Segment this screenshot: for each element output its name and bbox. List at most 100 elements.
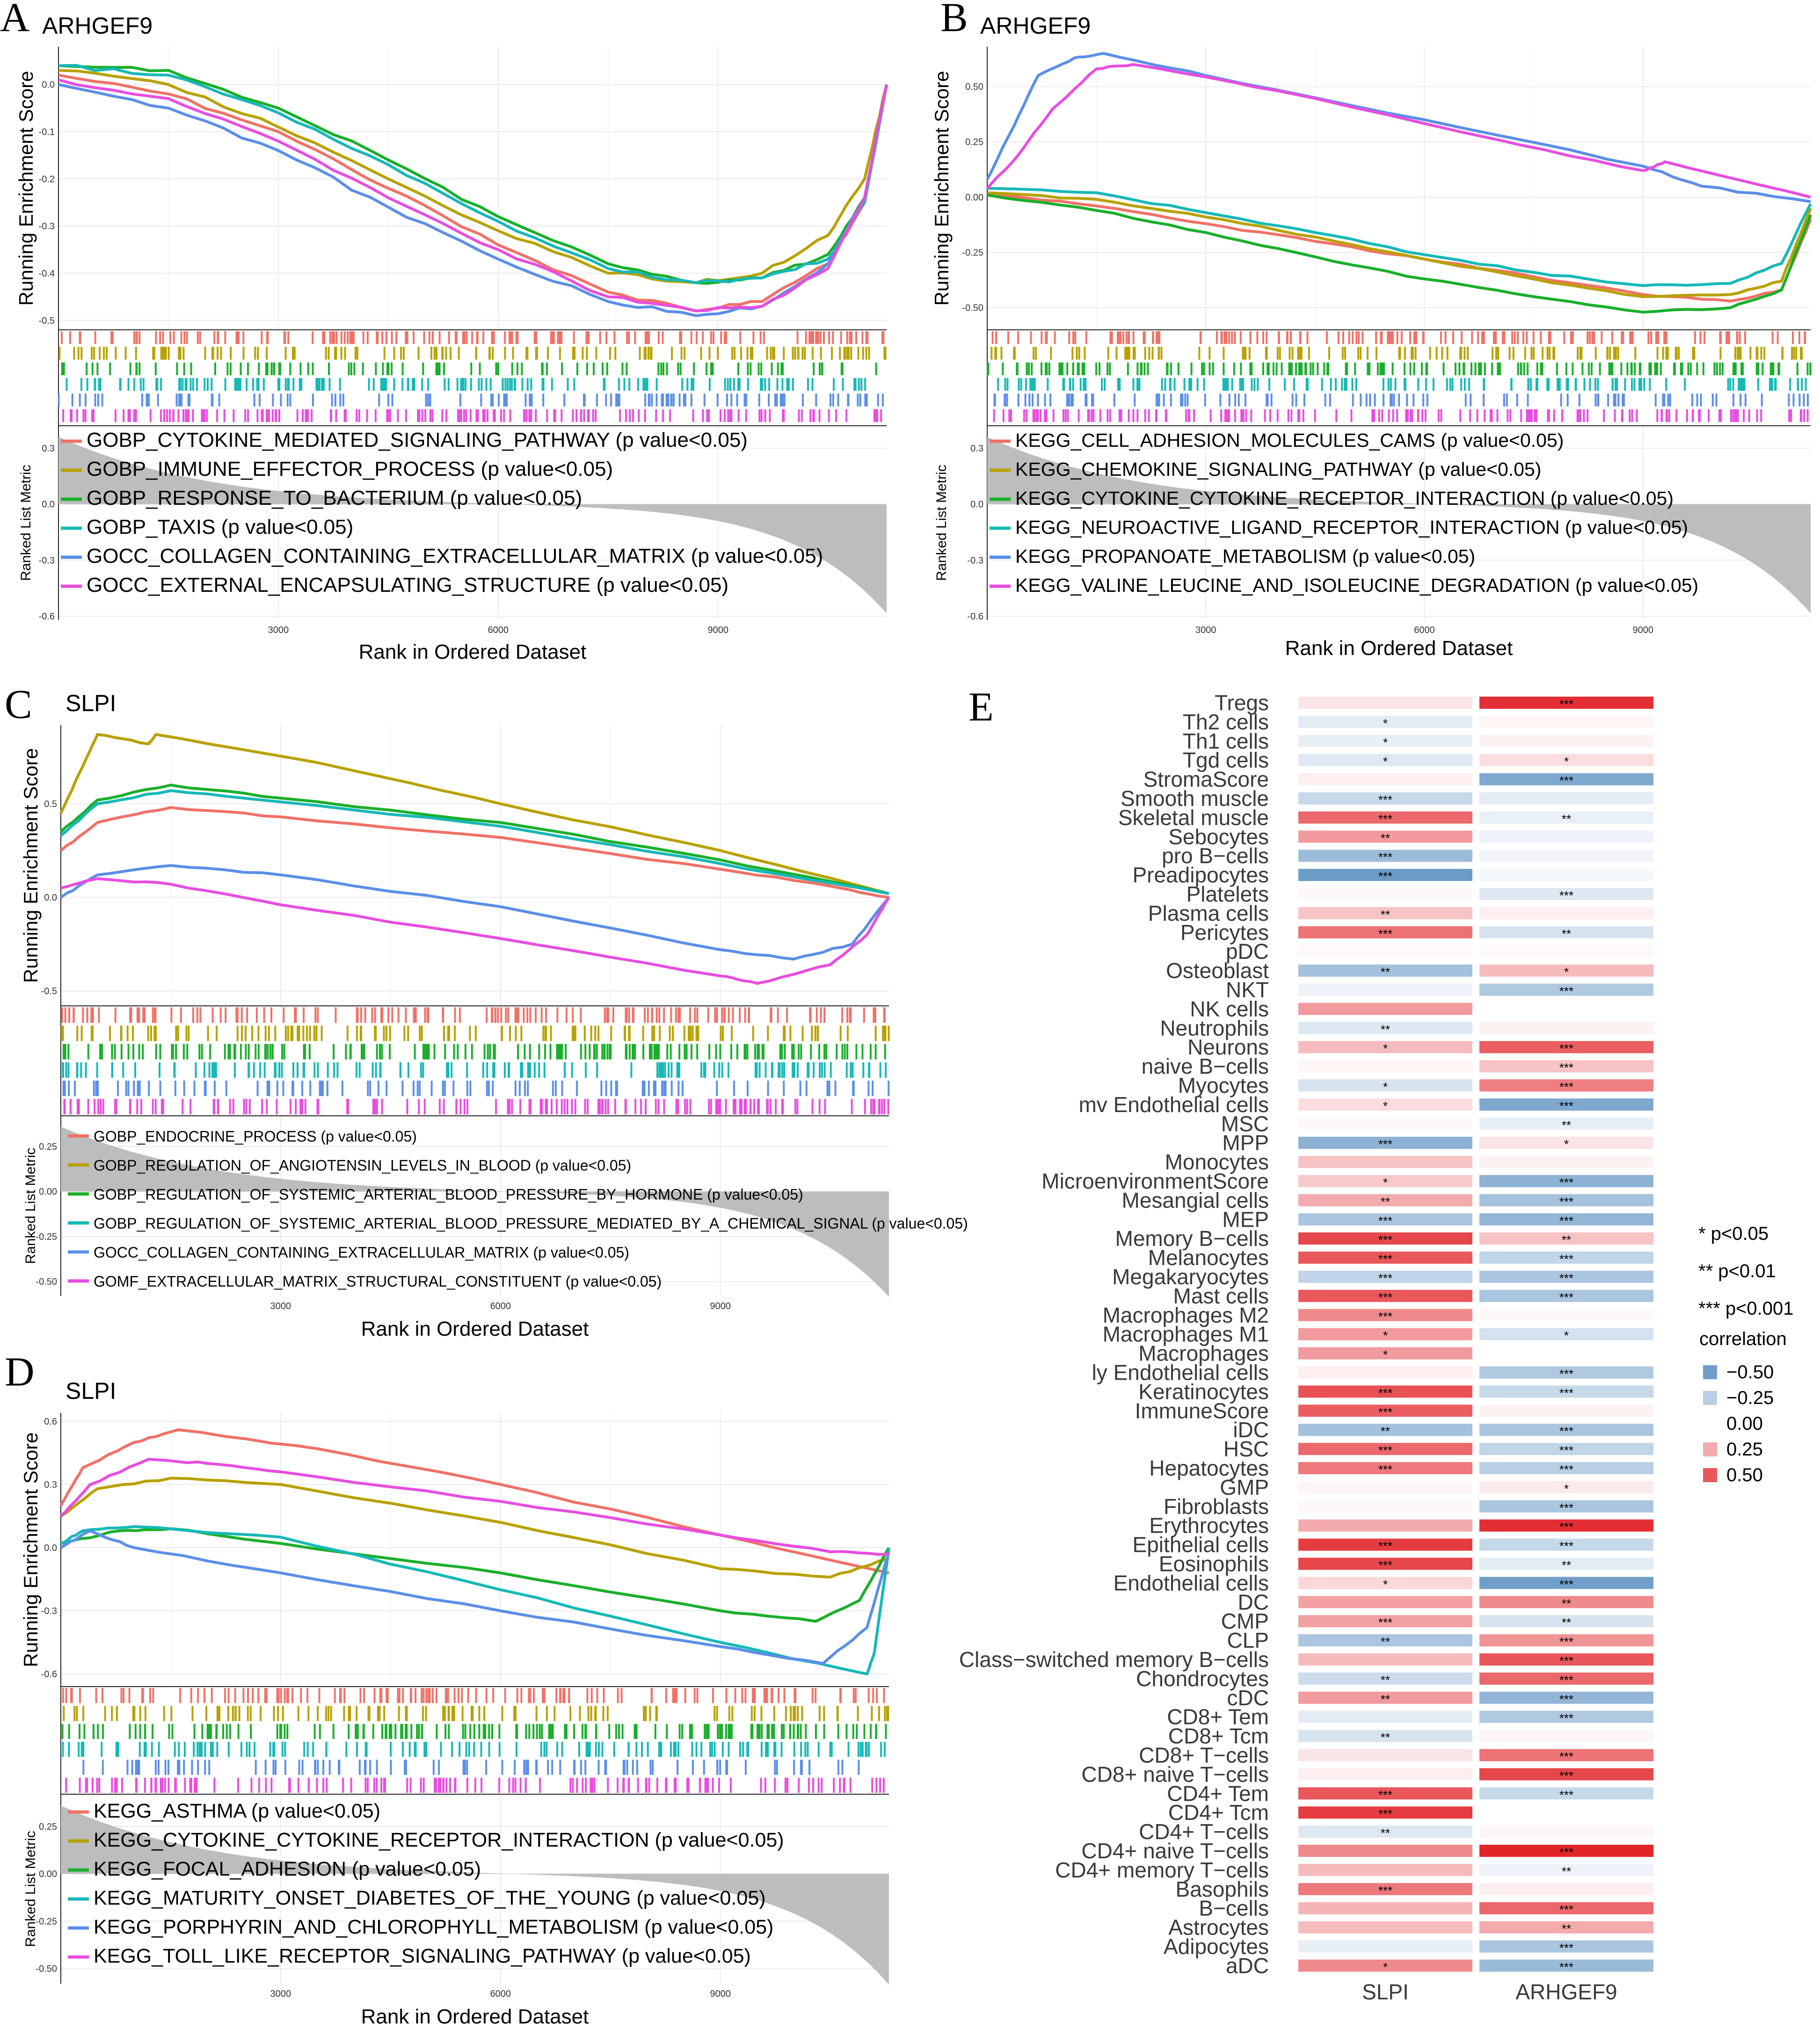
es-curve-5 xyxy=(58,78,888,313)
hit-ticks-5 xyxy=(62,409,882,422)
heatmap-cell xyxy=(1298,1710,1472,1723)
heatmap-row: Fibroblasts *** xyxy=(1164,1494,1653,1519)
heatmap-row: Platelets *** xyxy=(1187,882,1653,906)
heatmap-row: Endothelial cells * *** xyxy=(1114,1571,1653,1595)
significance-mark: * xyxy=(1383,716,1388,730)
heatmap-cell xyxy=(1479,1557,1653,1570)
heatmap-row: Keratinocytes *** *** xyxy=(1138,1379,1653,1404)
significance-mark: ** xyxy=(1562,812,1571,826)
heatmap-row: cDC ** *** xyxy=(1227,1686,1653,1710)
heatmap-row: Skeletal muscle *** ** xyxy=(1118,805,1653,829)
significance-mark: *** xyxy=(1559,1252,1573,1266)
heatmap-cell xyxy=(1479,850,1653,862)
row-label: iDC xyxy=(1233,1418,1269,1442)
heatmap-cell xyxy=(1479,1826,1653,1838)
hit-ticks-3 xyxy=(62,1062,887,1078)
significance-mark: *** xyxy=(1378,1214,1392,1228)
heatmap-row: HSC *** *** xyxy=(1223,1437,1653,1461)
heatmap-row: Epithelial cells *** *** xyxy=(1133,1533,1653,1557)
row-label: Tregs xyxy=(1215,691,1269,715)
heatmap-cell xyxy=(1298,907,1472,919)
significance-mark: *** xyxy=(1378,1615,1392,1630)
heatmap-row: Adipocytes *** xyxy=(1164,1935,1653,1959)
significance-mark: *** xyxy=(1559,1692,1573,1706)
heatmap-cell xyxy=(1298,1519,1472,1532)
hit-ticks-2 xyxy=(987,362,1812,375)
correlation-legend-label-0: −0.50 xyxy=(1726,1362,1774,1382)
heatmap-cell xyxy=(1298,830,1472,843)
heatmap-row: Macrophages M1 * * xyxy=(1103,1322,1653,1346)
heatmap-cell xyxy=(1479,983,1653,996)
heatmap-cell xyxy=(1479,888,1653,900)
heatmap-row: B−cells *** xyxy=(1199,1896,1653,1921)
heatmap-cell xyxy=(1479,1691,1653,1704)
es-curve-3 xyxy=(987,187,1812,287)
hit-ticks xyxy=(61,1688,889,1793)
x-tick-label-1: 6000 xyxy=(1414,625,1435,635)
heatmap-row: DC ** xyxy=(1238,1590,1653,1614)
heatmap-cell xyxy=(1298,1328,1472,1340)
es-tick-label-1: 0.0 xyxy=(44,893,57,903)
es-curve-5 xyxy=(60,877,890,985)
x-tick-label-1: 6000 xyxy=(490,1301,511,1311)
heatmap-row: ly Endothelial cells *** xyxy=(1092,1361,1653,1385)
hit-ticks-0 xyxy=(991,331,1806,344)
row-label: GMP xyxy=(1220,1475,1269,1499)
heatmap-row: Mesangial cells ** *** xyxy=(1122,1188,1653,1212)
significance-mark: *** xyxy=(1378,1290,1392,1304)
heatmap-row: Erythrocytes *** xyxy=(1149,1513,1653,1538)
hit-ticks-4 xyxy=(993,393,1809,407)
es-curve-4 xyxy=(58,83,888,317)
es-gridlines xyxy=(61,725,889,1006)
significance-mark: *** xyxy=(1378,1271,1392,1285)
heatmap-cell xyxy=(1479,1538,1653,1551)
es-curve-1 xyxy=(987,191,1812,298)
es-curve-4 xyxy=(60,864,890,960)
heatmap-cell xyxy=(1479,735,1653,747)
x-tick-label-2: 9000 xyxy=(710,1301,731,1311)
es-tick-label-2: 0.00 xyxy=(965,192,983,203)
significance-mark: *** xyxy=(1378,1443,1392,1457)
heatmap-cell xyxy=(1298,1117,1472,1130)
significance-mark: *** xyxy=(1559,1673,1573,1687)
significance-mark: *** xyxy=(1378,1558,1392,1572)
heatmap-cell xyxy=(1479,830,1653,843)
heatmap-row: naive B−cells *** xyxy=(1142,1054,1653,1078)
heatmap-cell xyxy=(1298,1022,1472,1034)
heatmap-cell xyxy=(1479,1136,1653,1149)
es-tick-label-0: 0.0 xyxy=(42,80,55,90)
rm-tick-label-1: 0.00 xyxy=(39,1869,57,1879)
heatmap-row: Class−switched memory B−cells *** xyxy=(959,1647,1653,1672)
heatmap-cell xyxy=(1479,1041,1653,1054)
significance-mark: *** xyxy=(1378,1137,1392,1151)
es-tick-label-2: -0.5 xyxy=(41,986,57,997)
legend-label-4: KEGG_PROPANOATE_METABOLISM (p value<0.05… xyxy=(1015,546,1475,567)
heatmap-cell xyxy=(1298,754,1472,766)
row-label: Megakaryocytes xyxy=(1112,1265,1269,1289)
es-gridlines xyxy=(61,1413,889,1687)
rm-tick-label-2: -0.3 xyxy=(39,555,55,566)
x-axis-label: Rank in Ordered Dataset xyxy=(361,2005,589,2028)
significance-mark: * xyxy=(1383,1099,1388,1113)
heatmap-row: NK cells xyxy=(1190,997,1653,1021)
heatmap-row: Astrocytes ** xyxy=(1168,1915,1653,1940)
significance-mark: * xyxy=(1383,1577,1388,1591)
significance-mark: ** xyxy=(1562,1118,1571,1132)
heatmap-row: Melanocytes *** *** xyxy=(1148,1245,1653,1270)
legend-label-0: GOBP_ENDOCRINE_PROCESS (p value<0.05) xyxy=(94,1128,417,1145)
significance-mark: *** xyxy=(1378,1807,1392,1821)
es-curve-2 xyxy=(60,1527,890,1623)
significance-legend-1: ** p<0.01 xyxy=(1698,1261,1776,1281)
legend-label-1: GOBP_IMMUNE_EFFECTOR_PROCESS (p value<0.… xyxy=(87,458,613,480)
heatmap-cell xyxy=(1298,735,1472,747)
significance-mark: ** xyxy=(1562,1233,1571,1247)
x-tick-label-2: 9000 xyxy=(710,1989,731,1999)
heatmap-cell xyxy=(1479,1902,1653,1914)
legend-label-2: GOBP_REGULATION_OF_SYSTEMIC_ARTERIAL_BLO… xyxy=(94,1186,803,1203)
significance-mark: ** xyxy=(1562,1615,1571,1630)
correlation-legend-title: correlation xyxy=(1699,1329,1787,1349)
significance-mark: *** xyxy=(1559,697,1573,711)
x-axis-label: Rank in Ordered Dataset xyxy=(361,1317,589,1340)
heatmap-cell xyxy=(1479,1098,1653,1111)
legend: KEGG_ASTHMA (p value<0.05) KEGG_CYTOKINE_… xyxy=(68,1800,784,1967)
